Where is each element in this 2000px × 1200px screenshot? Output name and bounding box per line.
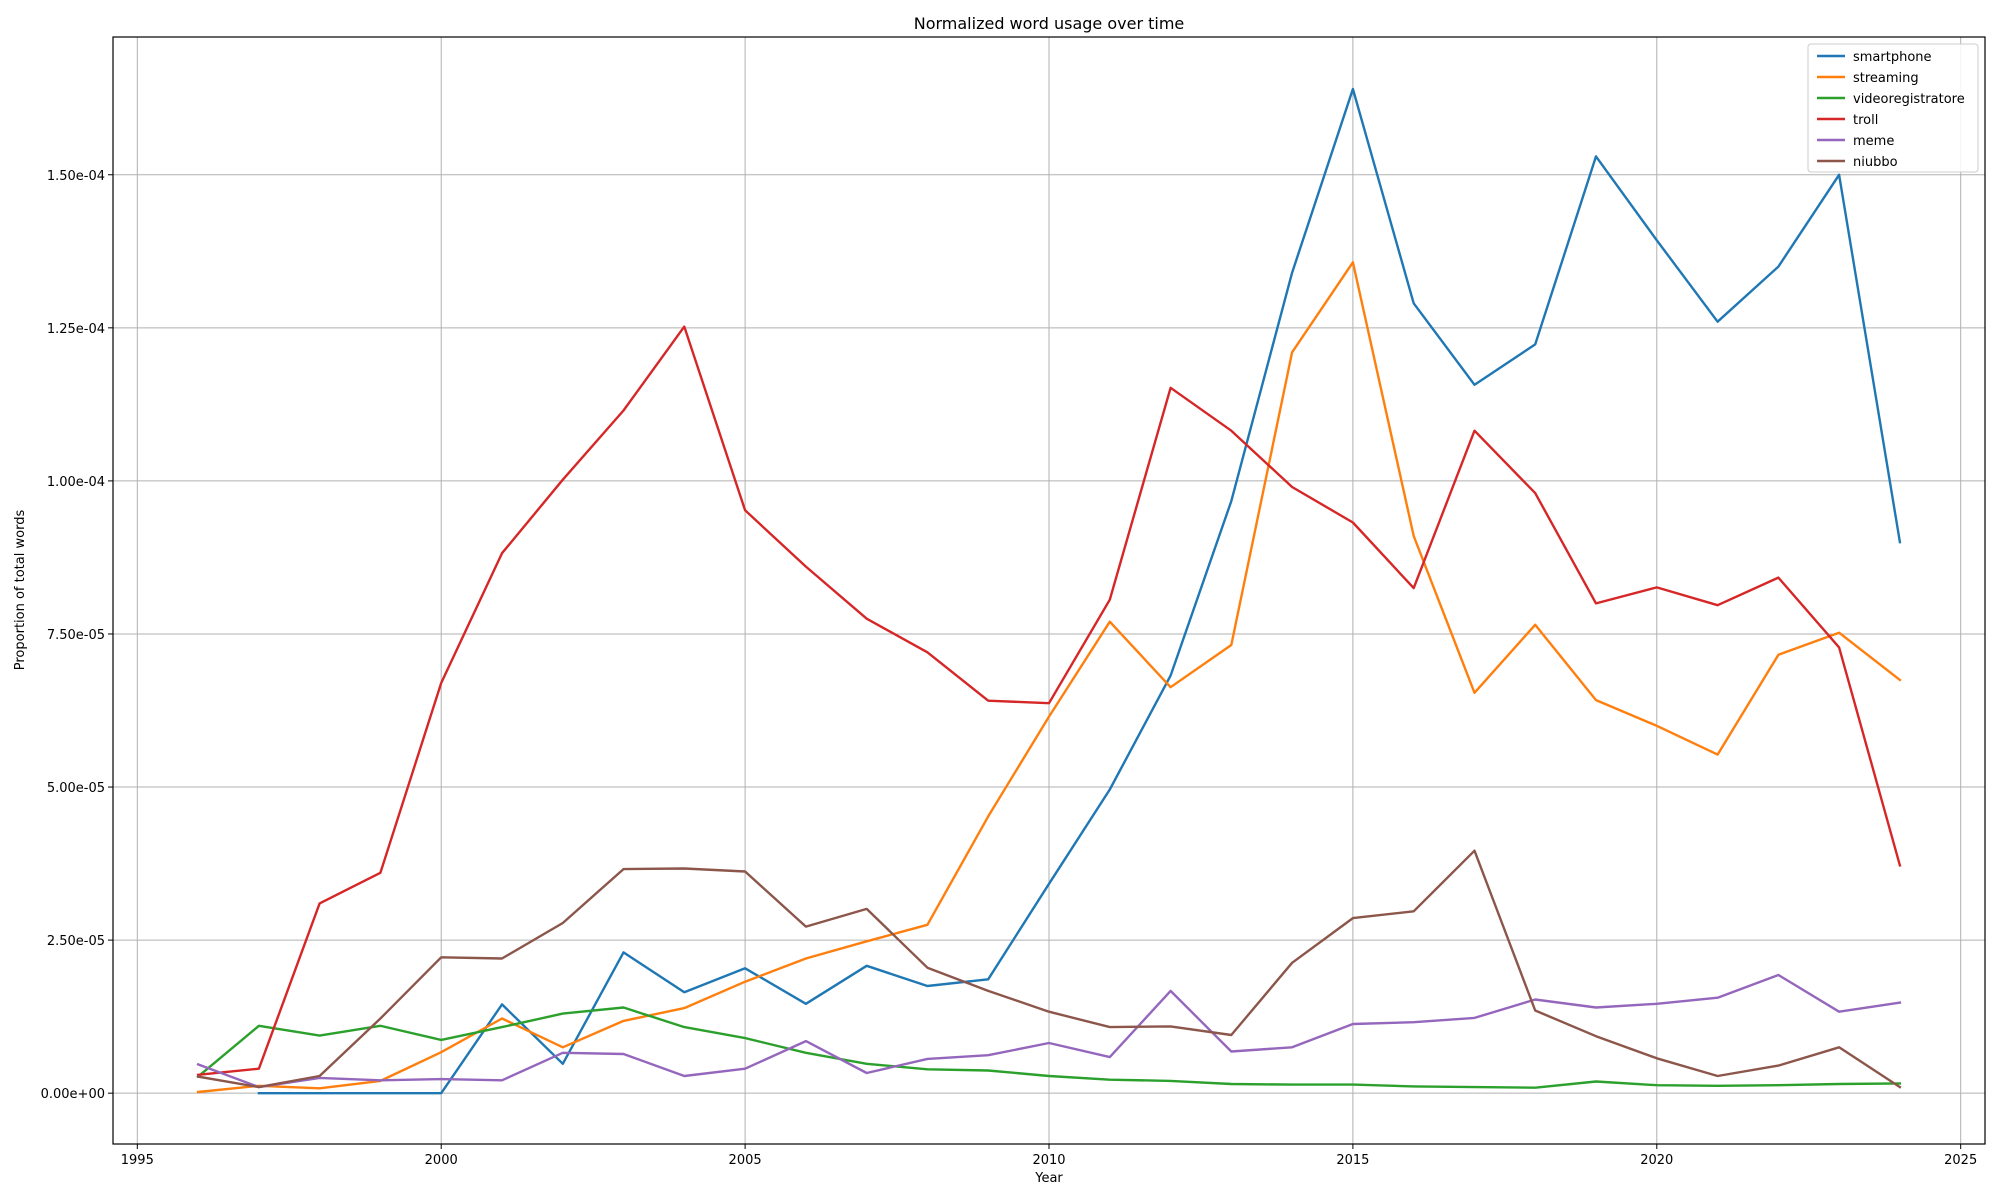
legend-label-videoregistratore: videoregistratore (1853, 92, 1965, 107)
x-tick-label: 2005 (729, 1153, 762, 1168)
legend-label-troll: troll (1853, 113, 1878, 128)
y-axis-ticks: 0.00e+00 2.50e-05 5.00e-05 7.50e-05 1.00e-04… (41, 169, 113, 1102)
y-tick-label: 5.00e-05 (47, 781, 105, 796)
legend-label-meme: meme (1853, 134, 1894, 149)
series-line-niubbo (196, 849, 1902, 1089)
legend-box (1807, 43, 1979, 173)
legend-label-smartphone: smartphone (1853, 50, 1932, 65)
x-tick-label: 2000 (425, 1153, 458, 1168)
x-tick-label: 2020 (1640, 1153, 1673, 1168)
series-line-meme (196, 973, 1902, 1089)
legend-label-niubbo: niubbo (1853, 155, 1898, 170)
y-tick-label: 0.00e+00 (41, 1087, 105, 1102)
x-axis-ticks: 1995 2000 2005 2010 2015 2020 2025 (121, 1144, 1977, 1168)
y-tick-label: 1.00e-04 (47, 475, 105, 490)
x-axis-label: Year (1034, 1171, 1063, 1186)
y-tick-label: 2.50e-05 (47, 934, 105, 949)
series-line-troll (196, 325, 1902, 1077)
legend-label-streaming: streaming (1853, 71, 1919, 86)
x-tick-label: 2025 (1944, 1153, 1977, 1168)
y-tick-label: 1.50e-04 (47, 169, 105, 184)
y-tick-label: 1.25e-04 (47, 322, 105, 337)
x-tick-label: 1995 (121, 1153, 154, 1168)
x-tick-label: 2010 (1032, 1153, 1065, 1168)
chart-title: Normalized word usage over time (914, 14, 1185, 33)
legend: smartphone streaming videoregistratore trol… (1807, 43, 1979, 173)
y-tick-label: 7.50e-05 (47, 628, 105, 643)
series-lines (196, 87, 1902, 1095)
series-line-streaming (196, 261, 1902, 1094)
y-axis-label: Proportion of total words (13, 510, 28, 671)
series-line-videoregistratore (196, 1006, 1902, 1089)
x-tick-label: 2015 (1336, 1153, 1369, 1168)
